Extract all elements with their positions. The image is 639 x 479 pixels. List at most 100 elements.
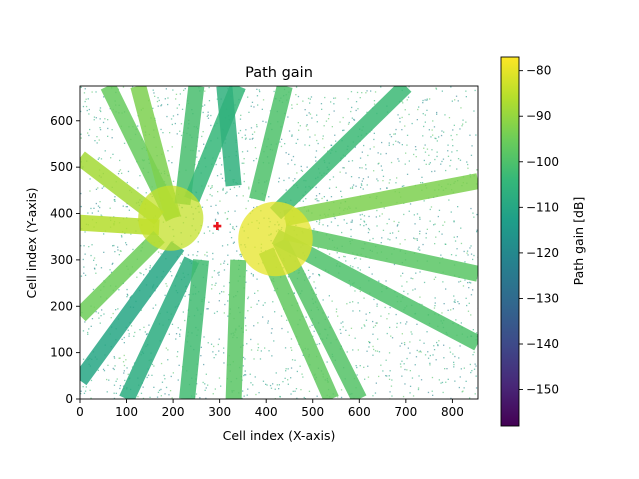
- heatmap-speckle: [338, 256, 340, 259]
- heatmap-speckle: [251, 138, 253, 140]
- heatmap-speckle: [288, 130, 291, 132]
- heatmap-speckle: [199, 397, 201, 399]
- heatmap-speckle: [294, 390, 296, 392]
- x-tick-label: 700: [394, 405, 417, 419]
- heatmap-speckle: [90, 379, 93, 382]
- y-tick-label: 600: [50, 114, 73, 128]
- heatmap-speckle: [134, 331, 136, 334]
- heatmap-speckle: [302, 376, 304, 378]
- heatmap-speckle: [424, 114, 426, 116]
- heatmap-speckle: [107, 127, 109, 130]
- heatmap-speckle: [440, 163, 442, 165]
- heatmap-speckle: [343, 129, 345, 131]
- heatmap-speckle: [413, 214, 415, 216]
- heatmap-speckle: [307, 129, 309, 131]
- heatmap-speckle: [440, 134, 443, 137]
- heatmap-speckle: [97, 158, 99, 160]
- heatmap-speckle: [228, 294, 230, 296]
- heatmap-speckle: [331, 300, 333, 302]
- heatmap-speckle: [390, 161, 393, 164]
- heatmap-speckle: [153, 365, 155, 367]
- heatmap-speckle: [106, 378, 108, 381]
- heatmap-speckle: [100, 158, 103, 160]
- heatmap-speckle: [243, 180, 245, 183]
- heatmap-speckle: [389, 370, 391, 372]
- heatmap-speckle: [441, 160, 443, 163]
- heatmap-speckle: [148, 324, 150, 326]
- heatmap-speckle: [99, 109, 101, 111]
- heatmap-speckle: [373, 138, 375, 141]
- heatmap-speckle: [166, 115, 168, 118]
- heatmap-speckle: [436, 140, 438, 142]
- heatmap-speckle: [449, 347, 451, 349]
- heatmap-speckle: [372, 333, 374, 335]
- heatmap-speckle: [385, 280, 387, 282]
- x-tick-label: 500: [301, 405, 324, 419]
- heatmap-speckle: [80, 390, 82, 392]
- heatmap-speckle: [206, 251, 208, 253]
- heatmap-speckle: [425, 163, 427, 165]
- heatmap-speckle: [165, 386, 168, 389]
- heatmap-speckle: [188, 294, 190, 296]
- heatmap-speckle: [183, 89, 185, 91]
- heatmap-speckle: [309, 136, 311, 138]
- heatmap-speckle: [300, 389, 302, 391]
- heatmap-speckle: [375, 382, 377, 384]
- heatmap-speckle: [365, 164, 367, 166]
- heatmap-speckle: [346, 303, 348, 305]
- heatmap-speckle: [160, 388, 162, 391]
- heatmap-speckle: [210, 114, 212, 117]
- heatmap-speckle: [428, 154, 430, 156]
- heatmap-speckle: [429, 362, 431, 364]
- heatmap-speckle: [255, 393, 257, 396]
- heatmap-speckle: [238, 132, 240, 134]
- heatmap-speckle: [90, 254, 92, 257]
- heatmap-speckle: [113, 392, 115, 394]
- heatmap-speckle: [245, 207, 247, 210]
- heatmap-speckle: [207, 342, 209, 344]
- heatmap-speckle: [94, 268, 96, 270]
- heatmap-speckle: [438, 136, 440, 138]
- heatmap-speckle: [196, 383, 198, 385]
- heatmap-speckle: [363, 221, 366, 223]
- heatmap-speckle: [172, 180, 175, 182]
- heatmap-speckle: [254, 147, 257, 149]
- heatmap-speckle: [322, 224, 324, 226]
- heatmap-speckle: [467, 163, 469, 166]
- heatmap-speckle: [270, 387, 273, 389]
- heatmap-speckle: [304, 144, 306, 146]
- heatmap-speckle: [465, 121, 467, 123]
- heatmap-speckle: [99, 322, 101, 324]
- heatmap-speckle: [287, 276, 290, 278]
- heatmap-speckle: [396, 177, 398, 179]
- heatmap-speckle: [314, 198, 316, 200]
- heatmap-speckle: [158, 389, 161, 391]
- heatmap-speckle: [350, 235, 352, 238]
- heatmap-speckle: [401, 144, 403, 146]
- heatmap-speckle: [387, 238, 389, 240]
- heatmap-speckle: [258, 300, 260, 302]
- heatmap-speckle: [380, 165, 382, 167]
- heatmap-speckle: [407, 293, 409, 295]
- heatmap-speckle: [359, 224, 361, 226]
- heatmap-speckle: [125, 206, 127, 208]
- heatmap-speckle: [300, 169, 303, 171]
- heatmap-speckle: [476, 229, 478, 231]
- heatmap-speckle: [285, 189, 287, 191]
- heatmap-speckle: [363, 144, 365, 147]
- heatmap-speckle: [179, 93, 181, 95]
- heatmap-speckle: [99, 107, 102, 109]
- heatmap-speckle: [421, 182, 424, 184]
- heatmap-speckle: [213, 345, 215, 348]
- heatmap-speckle: [171, 146, 173, 148]
- heatmap-speckle: [358, 177, 360, 179]
- heatmap-speckle: [462, 285, 465, 287]
- heatmap-speckle: [204, 383, 206, 385]
- heatmap-speckle: [440, 254, 442, 256]
- heatmap-speckle: [226, 191, 228, 193]
- heatmap-speckle: [291, 159, 293, 161]
- heatmap-speckle: [415, 149, 417, 151]
- heatmap-speckle: [335, 186, 337, 188]
- heatmap-speckle: [202, 131, 204, 133]
- heatmap-speckle: [350, 327, 353, 329]
